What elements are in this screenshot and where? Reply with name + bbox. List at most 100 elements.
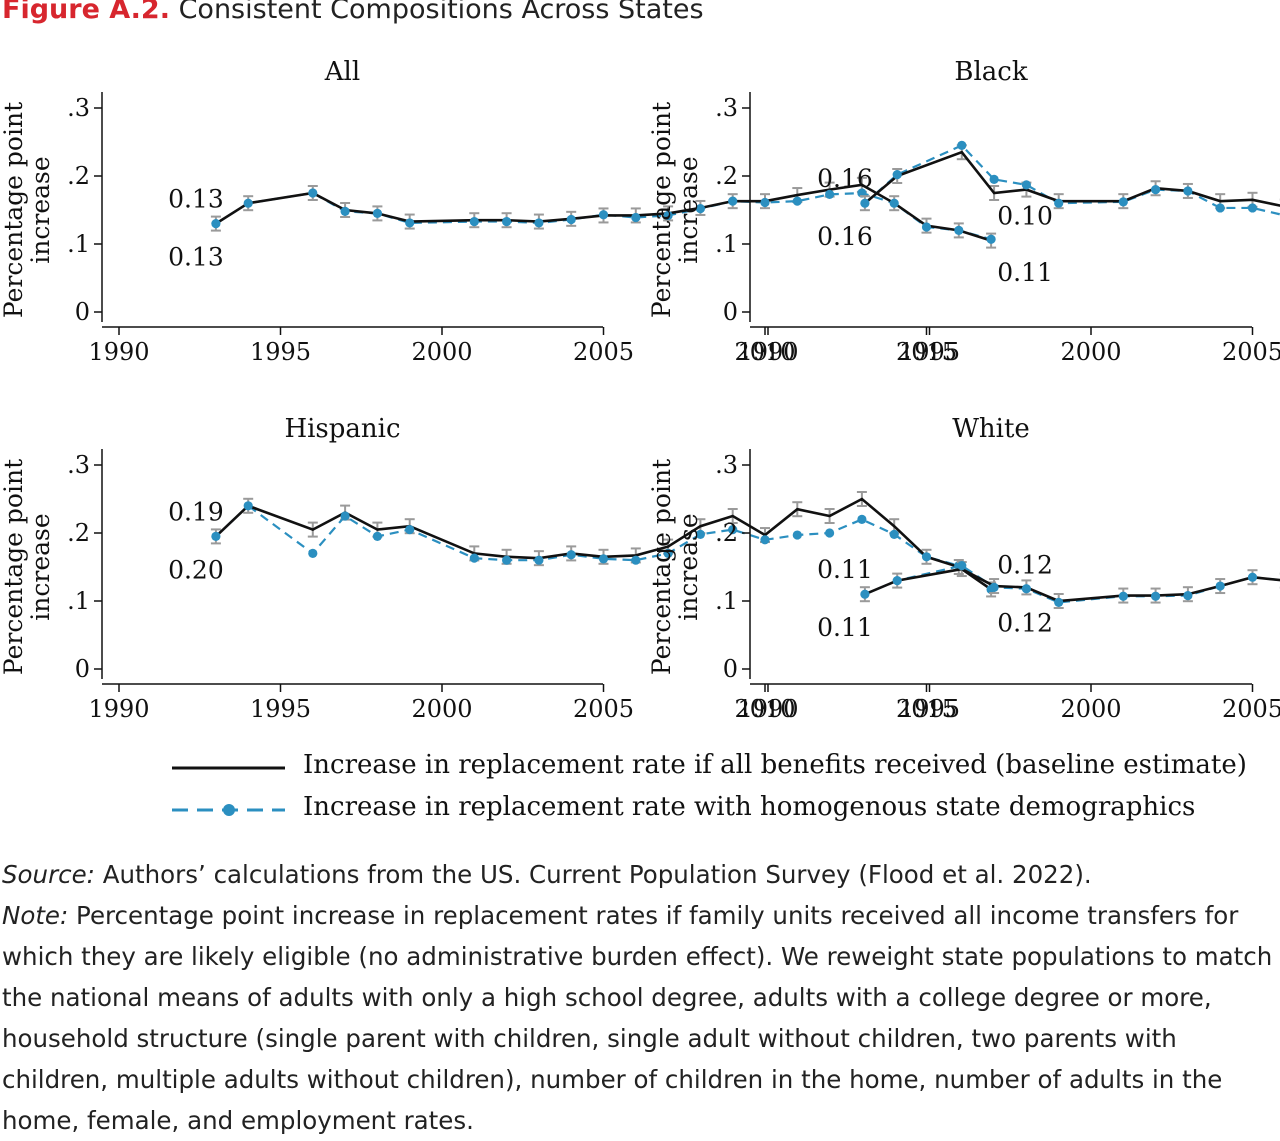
source-line: Source: Authors’ calculations from the U… bbox=[2, 854, 1280, 895]
legend-swatch-dashed bbox=[172, 804, 285, 816]
figure-label: Figure A.2. bbox=[2, 0, 170, 25]
data-point-homogenous bbox=[340, 511, 350, 521]
data-point-homogenous bbox=[1054, 198, 1064, 208]
y-tick-label: .2 bbox=[715, 162, 738, 190]
series-line-homogenous bbox=[864, 144, 1280, 216]
x-tick-label: 2005 bbox=[573, 338, 634, 366]
data-point-homogenous bbox=[989, 582, 999, 593]
chart-panel-white: White 0 .1 .2 .3 1990 1995 2000 2005 2010 2015 Perc… bbox=[647, 414, 1280, 723]
x-tick-label: 1995 bbox=[899, 695, 960, 723]
data-point-homogenous bbox=[792, 196, 802, 206]
data-point-homogenous bbox=[502, 216, 512, 227]
data-point-homogenous bbox=[728, 525, 738, 535]
y-axis-label: increase bbox=[26, 513, 55, 620]
y-tick-label: .3 bbox=[67, 451, 90, 479]
data-point-homogenous bbox=[792, 530, 802, 540]
y-tick-label: .1 bbox=[67, 587, 90, 615]
chart-panel-all: All 0 .1 .2 .3 1990 1995 2000 2005 2010 2015 Percen… bbox=[0, 57, 1053, 366]
data-point-homogenous bbox=[860, 589, 870, 599]
data-point-homogenous bbox=[825, 189, 835, 199]
y-tick-label: .3 bbox=[715, 451, 738, 479]
x-tick-label: 2010 bbox=[734, 695, 795, 723]
data-point-homogenous bbox=[760, 197, 770, 208]
chart-panel-hispanic: Hispanic 0 .1 .2 .3 1990 1995 2000 2005 2010 2015 P… bbox=[0, 414, 1053, 723]
y-axis-label: increase bbox=[26, 156, 55, 263]
data-point-homogenous bbox=[405, 525, 415, 535]
chart-title: White bbox=[952, 414, 1030, 444]
y-tick-label: .3 bbox=[67, 94, 90, 122]
data-point-homogenous bbox=[954, 225, 964, 235]
data-point-homogenous bbox=[889, 529, 899, 539]
data-label: 0.13 bbox=[168, 185, 224, 214]
data-point-homogenous bbox=[566, 550, 576, 560]
data-point-homogenous bbox=[760, 535, 770, 545]
x-tick-label: 2010 bbox=[734, 338, 795, 366]
note-label: Note: bbox=[2, 901, 69, 930]
data-label: 0.11 bbox=[817, 613, 873, 642]
data-point-homogenous bbox=[1215, 581, 1225, 591]
legend-label-homogenous: Increase in replacement rate with homoge… bbox=[303, 792, 1196, 822]
data-label: 0.19 bbox=[168, 497, 224, 526]
chart-title: Black bbox=[954, 57, 1027, 87]
data-point-homogenous bbox=[663, 210, 673, 221]
data-point-homogenous bbox=[663, 548, 673, 559]
data-label: 0.12 bbox=[997, 608, 1053, 637]
data-point-homogenous bbox=[308, 188, 318, 198]
x-tick-label: 1995 bbox=[250, 338, 311, 366]
data-label: 0.20 bbox=[168, 555, 224, 584]
charts-panel-grid: All 0 .1 .2 .3 1990 1995 2000 2005 2010 2015 Percen… bbox=[0, 57, 1280, 723]
chart-title: Hispanic bbox=[284, 414, 400, 444]
figure-title: Figure A.2. Consistent Compositions Acro… bbox=[2, 0, 704, 25]
data-point-homogenous bbox=[598, 554, 609, 564]
data-point-homogenous bbox=[340, 206, 350, 216]
y-axis-label: increase bbox=[674, 513, 703, 620]
data-point-homogenous bbox=[631, 555, 641, 565]
data-point-homogenous bbox=[728, 196, 738, 206]
series-line-baseline bbox=[215, 497, 992, 591]
y-axis-label: Percentage point bbox=[647, 102, 676, 318]
data-point-homogenous bbox=[892, 576, 902, 586]
data-point-homogenous bbox=[1215, 203, 1225, 213]
y-tick-label: 0 bbox=[75, 655, 90, 683]
data-point-homogenous bbox=[372, 208, 382, 218]
x-tick-label: 1990 bbox=[737, 695, 798, 723]
x-tick-label: 2015 bbox=[896, 338, 957, 366]
data-point-homogenous bbox=[1118, 591, 1128, 601]
data-point-homogenous bbox=[860, 198, 870, 208]
data-point-homogenous bbox=[534, 555, 544, 565]
y-tick-label: 0 bbox=[75, 298, 90, 326]
data-label: 0.11 bbox=[817, 555, 873, 584]
data-point-homogenous bbox=[989, 174, 999, 184]
data-point-homogenous bbox=[211, 219, 221, 229]
data-point-homogenous bbox=[1151, 591, 1161, 601]
data-point-homogenous bbox=[695, 529, 706, 539]
series-line-homogenous bbox=[864, 564, 1280, 604]
legend-label-baseline: Increase in replacement rate if all bene… bbox=[303, 750, 1247, 780]
data-point-homogenous bbox=[243, 198, 253, 208]
data-point-homogenous bbox=[372, 531, 382, 542]
data-point-homogenous bbox=[598, 210, 609, 220]
data-point-homogenous bbox=[889, 198, 899, 208]
data-label: 0.13 bbox=[168, 243, 224, 272]
series-line-homogenous bbox=[215, 504, 992, 591]
data-label: 0.12 bbox=[997, 550, 1053, 579]
y-tick-label: 0 bbox=[723, 655, 738, 683]
data-point-homogenous bbox=[1183, 590, 1193, 601]
data-point-homogenous bbox=[1118, 197, 1128, 207]
source-text: Authors’ calculations from the US. Curre… bbox=[94, 860, 1092, 889]
y-tick-label: 0 bbox=[723, 298, 738, 326]
y-axis-label: increase bbox=[674, 156, 703, 263]
data-point-homogenous bbox=[1247, 203, 1258, 213]
data-label: 0.16 bbox=[817, 222, 873, 251]
data-point-homogenous bbox=[631, 212, 641, 223]
data-point-homogenous bbox=[1183, 186, 1193, 196]
data-point-homogenous bbox=[1021, 584, 1031, 594]
x-tick-label: 1995 bbox=[899, 338, 960, 366]
data-point-homogenous bbox=[469, 553, 479, 563]
x-tick-label: 2000 bbox=[411, 695, 472, 723]
data-label: 0.11 bbox=[997, 258, 1053, 287]
data-point-homogenous bbox=[695, 204, 706, 214]
y-tick-label: .2 bbox=[67, 162, 90, 190]
x-tick-label: 1990 bbox=[88, 338, 149, 366]
data-point-homogenous bbox=[566, 214, 576, 225]
